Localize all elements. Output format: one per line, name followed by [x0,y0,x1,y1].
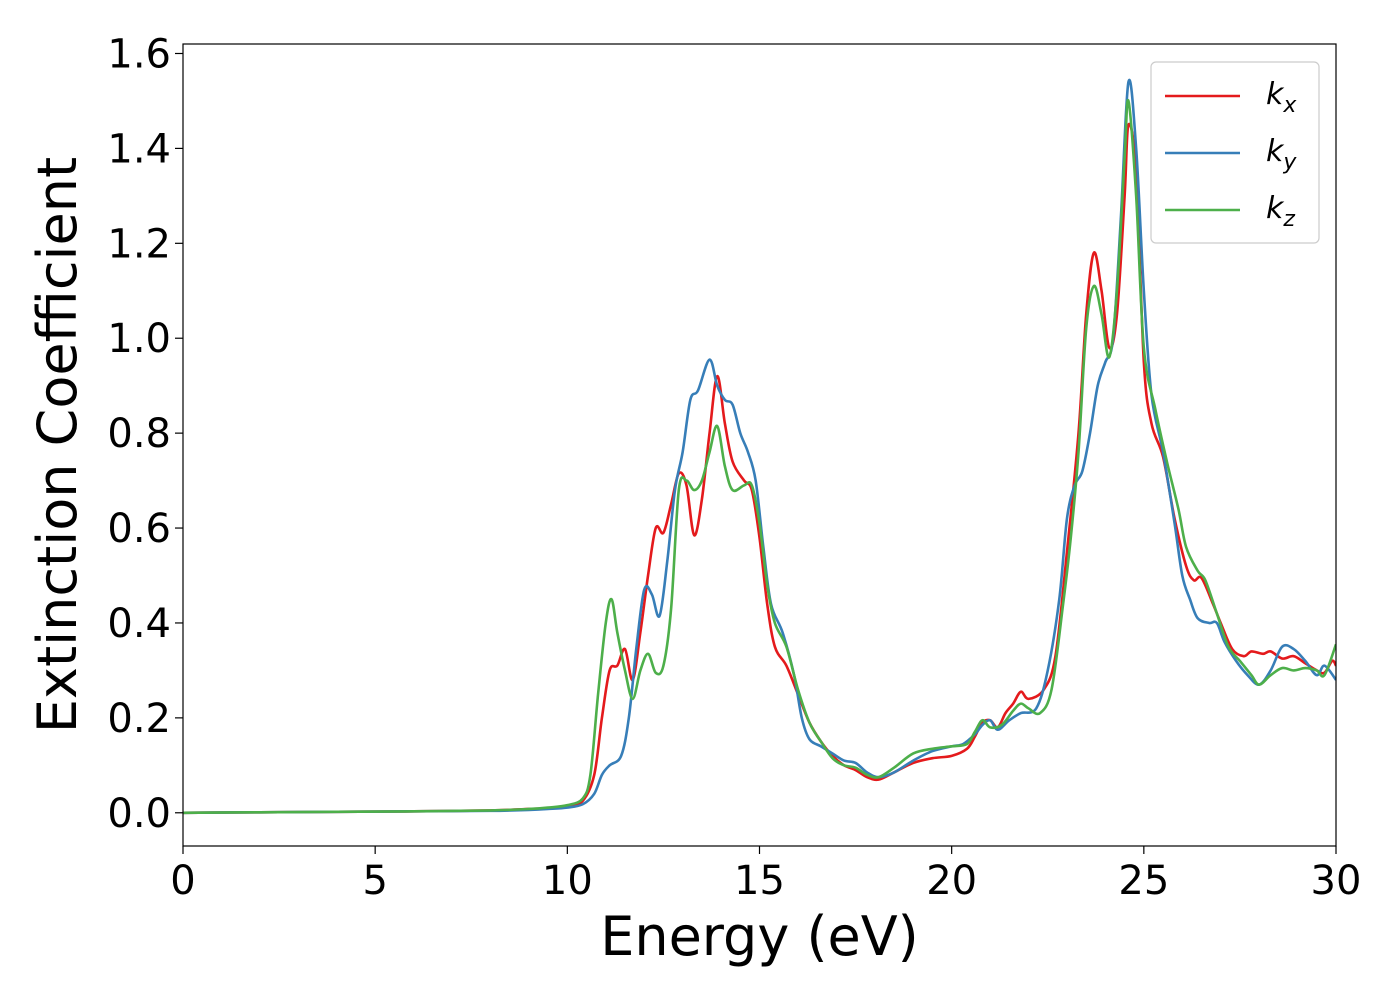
y-tick-label: 0.4 [107,601,171,647]
legend-label-kx: kx [1266,77,1297,118]
legend-label-subscript: x [1282,93,1297,118]
y-tick-label: 1.4 [107,126,171,172]
legend-label-subscript: y [1282,150,1297,175]
y-tick-label: 0.8 [107,411,171,457]
y-tick-label: 0.0 [107,791,171,837]
y-axis-title: Extinction Coefficient [26,157,89,733]
x-tick-label: 15 [734,858,785,904]
legend-label-base: k [1266,191,1285,226]
y-tick-label: 0.6 [107,506,171,552]
legend-label-subscript: z [1282,207,1295,232]
y-tick-label: 1.2 [107,221,171,267]
y-tick-label: 1.6 [107,31,171,77]
x-axis-title: Energy (eV) [600,905,919,968]
series-lines [183,78,1336,815]
y-axis-ticks: 0.0 0.2 0.4 0.6 0.8 1.0 1.2 1.4 1.6 [107,31,183,837]
y-tick-label: 1.0 [107,316,171,362]
x-tick-label: 20 [926,858,977,904]
x-tick-label: 10 [542,858,593,904]
series-line-ky [183,78,1336,815]
y-tick-label: 0.2 [107,696,171,742]
series-line-kx [183,122,1336,815]
x-tick-label: 25 [1118,858,1169,904]
legend-label-base: k [1266,134,1285,169]
x-tick-label: 5 [362,858,387,904]
x-tick-label: 0 [170,858,195,904]
x-axis-ticks: 0 5 10 15 20 25 30 [170,846,1361,904]
legend-label-ky: ky [1266,134,1297,175]
x-tick-label: 30 [1311,858,1362,904]
legend-label-base: k [1266,77,1285,112]
series-line-kz [183,98,1336,815]
legend-label-kz: kz [1266,191,1295,232]
